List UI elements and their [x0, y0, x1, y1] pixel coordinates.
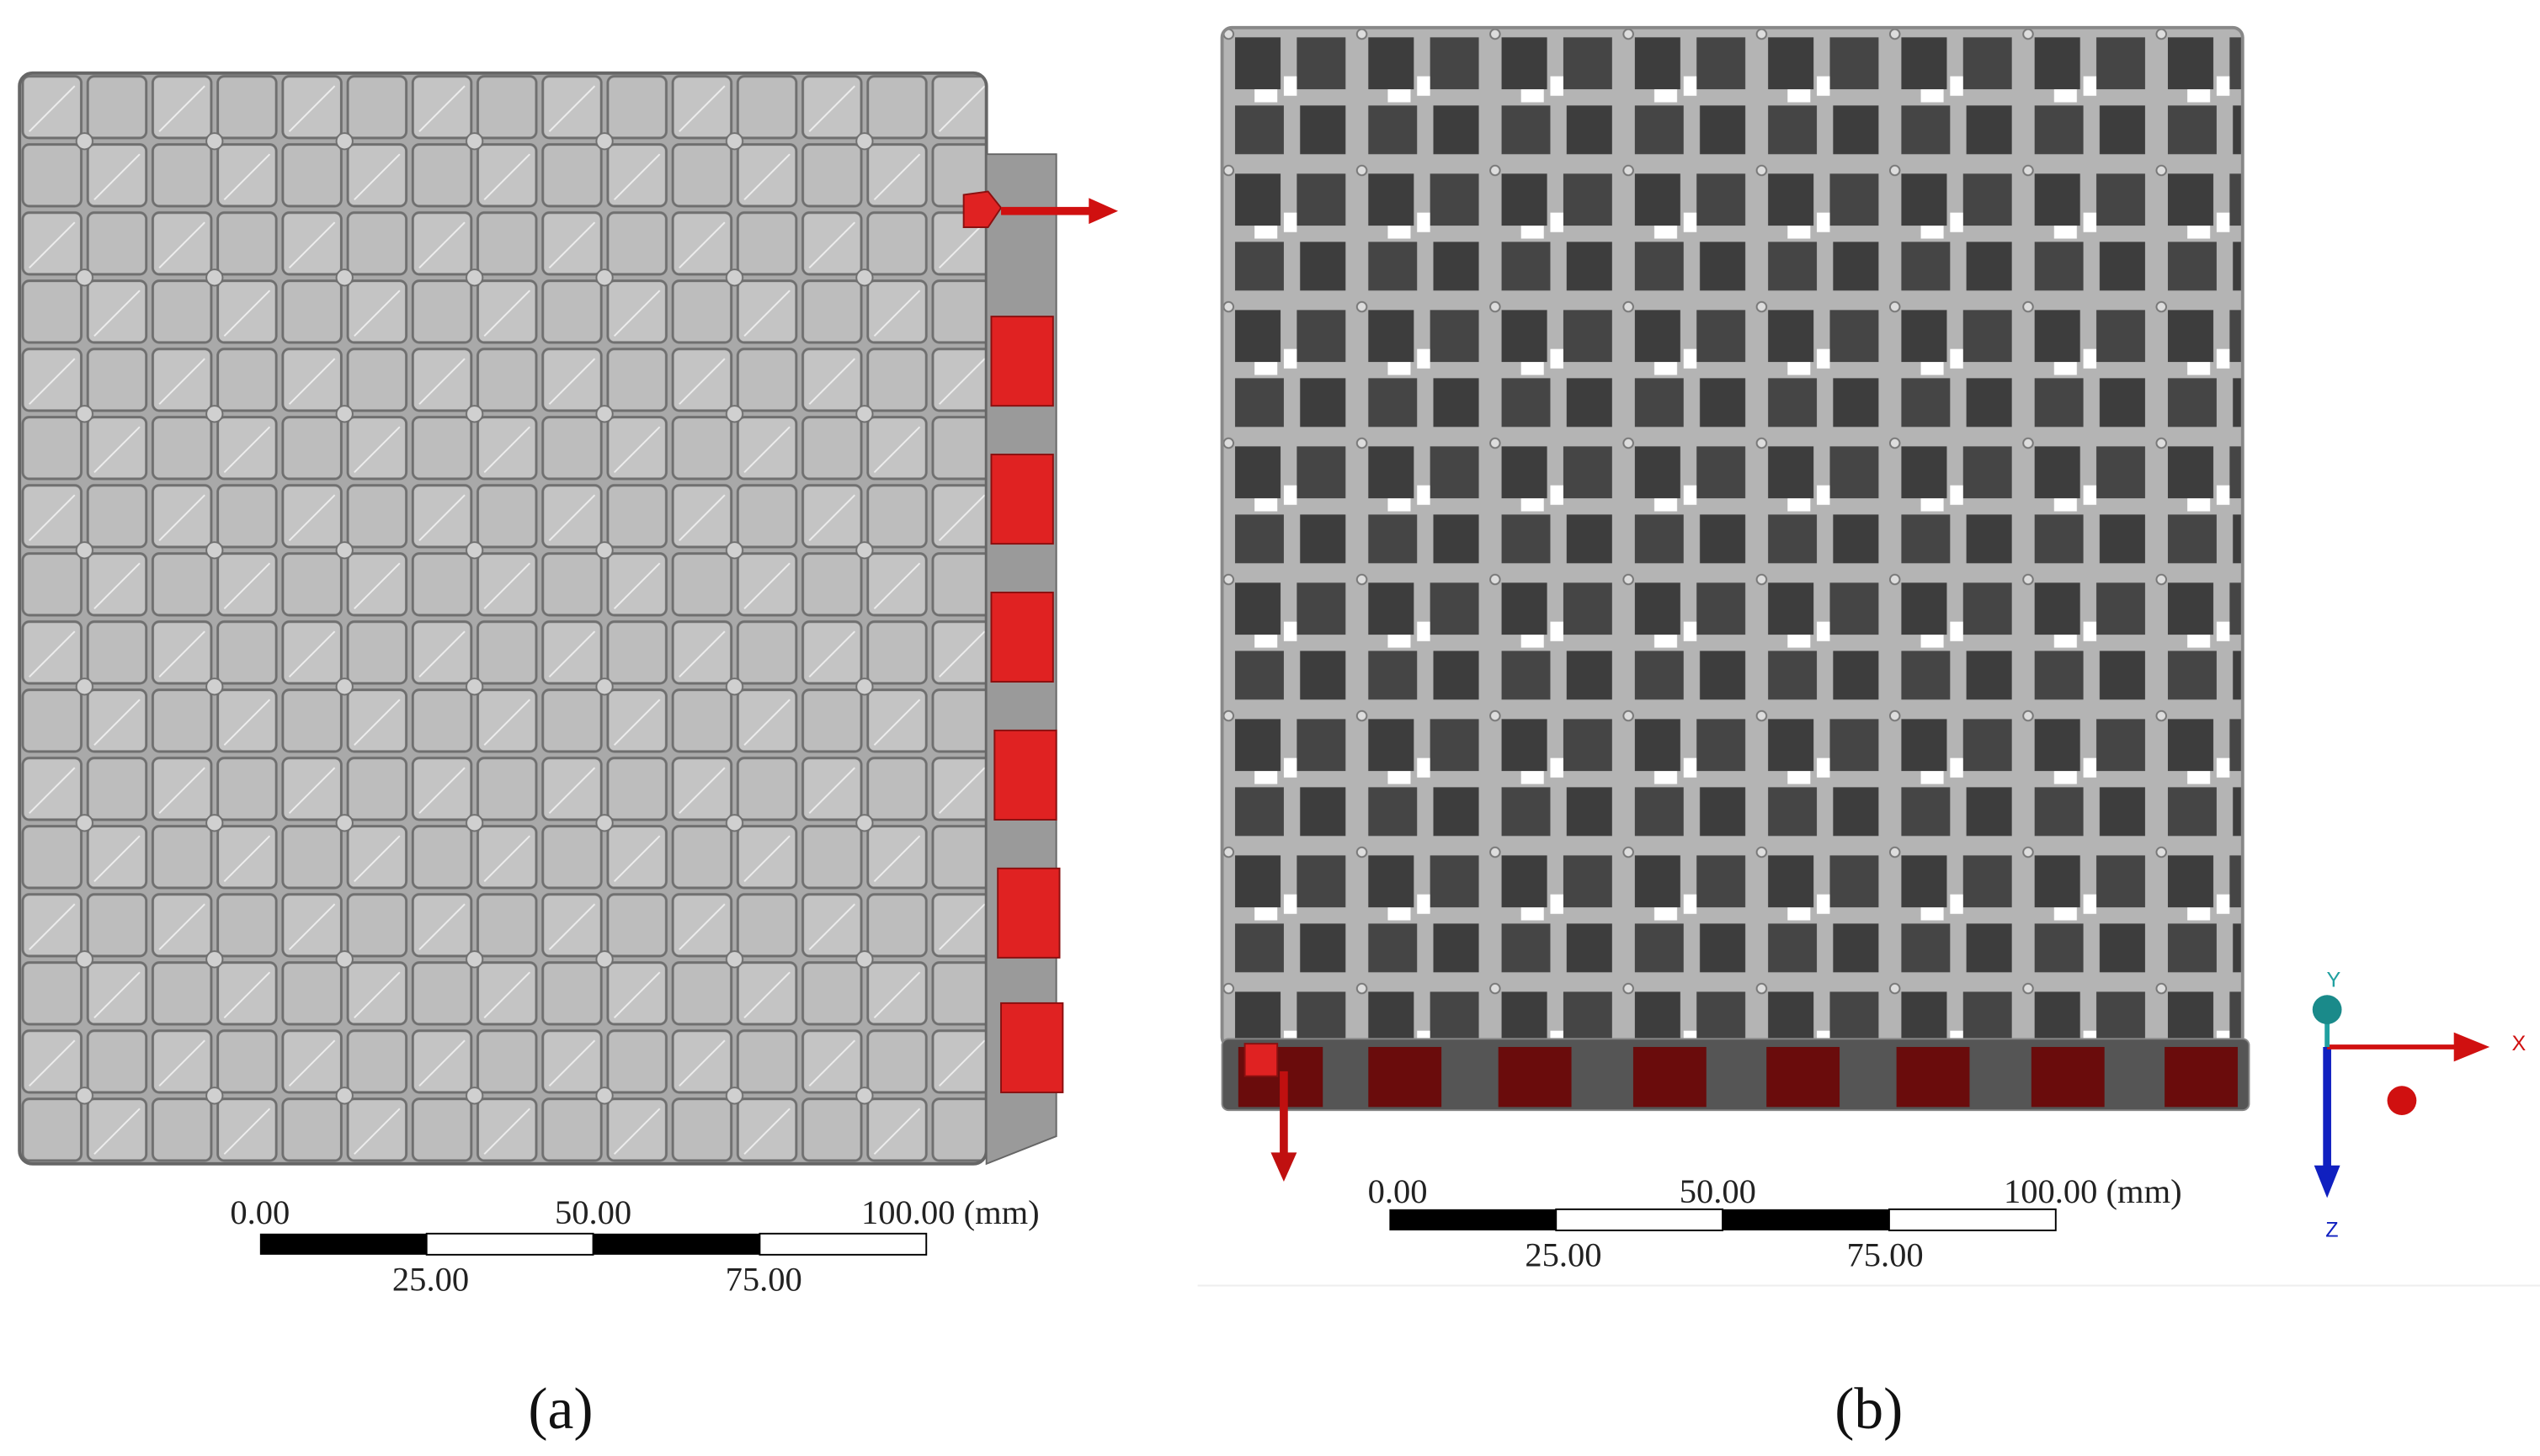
scale-seg [1888, 1208, 2057, 1231]
origin-dot [2387, 1086, 2417, 1115]
scale-seg [759, 1232, 928, 1256]
scale-seg [1723, 1209, 1889, 1230]
lattice-b-base [1221, 1038, 2250, 1112]
load-marker [1243, 1043, 1279, 1077]
axis-label: Y [2326, 969, 2340, 992]
scale-label: 0.00 [1368, 1172, 1428, 1210]
scale-seg [593, 1233, 760, 1255]
scale-label: 0.00 [230, 1193, 290, 1231]
scale-seg [1389, 1209, 1557, 1230]
load-arrow-head [1270, 1152, 1297, 1182]
scale-label: 100.00 (mm) [861, 1193, 1040, 1231]
axis-label: X [2512, 1032, 2527, 1055]
panel-label: (b) [1834, 1377, 1903, 1442]
scale-label: 25.00 [1525, 1235, 1601, 1273]
scale-label: 100.00 (mm) [2004, 1172, 2182, 1210]
load-face [993, 729, 1057, 821]
scale-seg [425, 1232, 594, 1256]
load-face [1498, 1046, 1572, 1108]
scale-bar-b: 0.00 50.00 100.00 (mm) 25.00 75.00 [1368, 1172, 2182, 1273]
scale-label: 50.00 [555, 1193, 631, 1231]
axis-triad: Y X Z [2312, 969, 2527, 1242]
lattice-a [18, 71, 988, 1166]
panel-label: (a) [528, 1377, 593, 1442]
load-face [1000, 1002, 1064, 1093]
axis-label: Z [2325, 1219, 2338, 1242]
x-head [2453, 1032, 2490, 1062]
load-face [1896, 1046, 1970, 1108]
scale-seg [1555, 1208, 1724, 1231]
load-face [2165, 1046, 2238, 1108]
scale-label: 25.00 [392, 1260, 469, 1298]
scale-bar-a: 0.00 50.00 100.00 (mm) 25.00 75.00 [230, 1193, 1039, 1298]
load-face [997, 867, 1061, 959]
scale-label: 75.00 [726, 1260, 802, 1298]
load-face [990, 454, 1054, 545]
load-faces-a [990, 316, 1064, 1093]
load-arrow-head [1089, 198, 1119, 225]
load-face [1766, 1046, 1840, 1108]
load-face [990, 591, 1054, 683]
load-marker [962, 190, 1003, 228]
y-head [2312, 995, 2342, 1024]
load-face [1368, 1046, 1442, 1108]
load-face [990, 316, 1054, 407]
scale-label: 50.00 [1680, 1172, 1756, 1210]
load-face [1632, 1046, 1707, 1108]
load-face [2031, 1046, 2105, 1108]
lattice-b [1220, 25, 2244, 1049]
scale-label: 75.00 [1847, 1235, 1924, 1273]
z-head [2314, 1165, 2340, 1198]
scale-seg [259, 1233, 427, 1255]
